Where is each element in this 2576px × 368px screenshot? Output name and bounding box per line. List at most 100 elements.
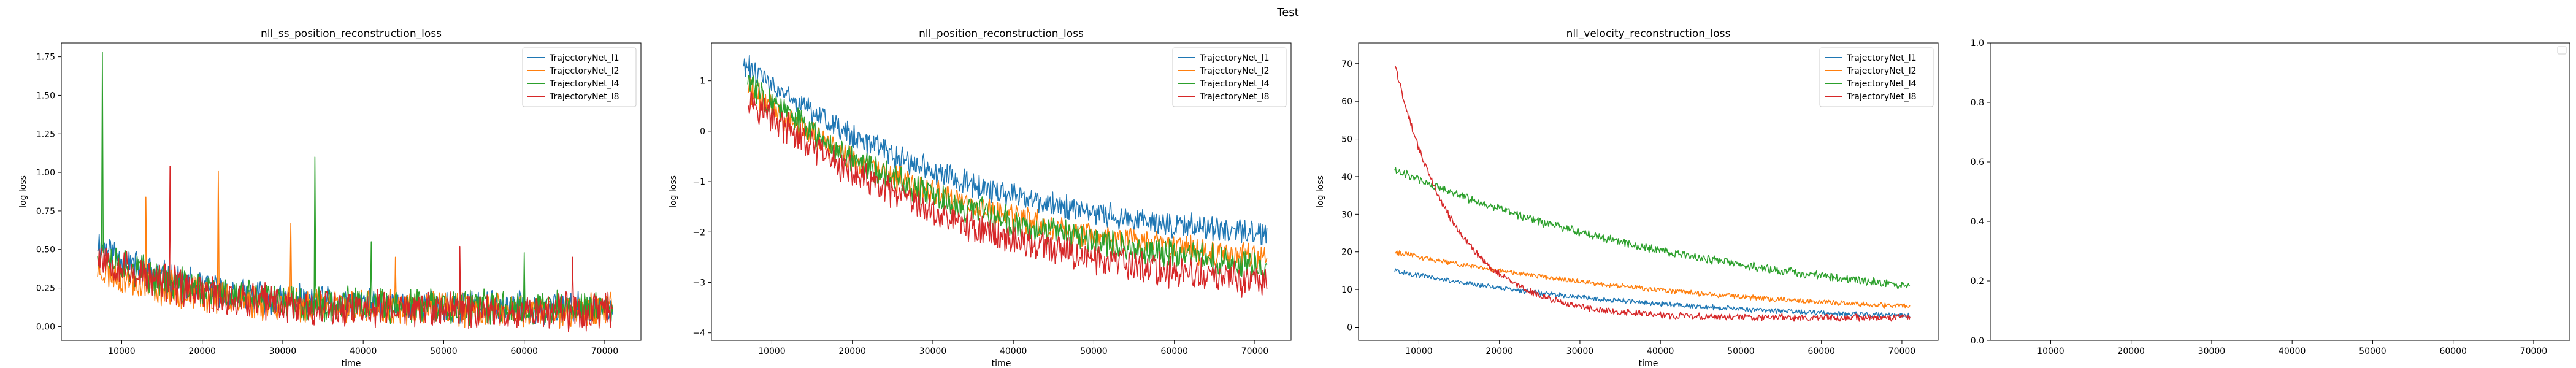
y-tick-label: 1.0: [1971, 39, 1984, 48]
x-tick-label: 20000: [188, 347, 216, 356]
subplot-title: nll_ss_position_reconstruction_loss: [261, 28, 442, 40]
legend-entry: TrajectoryNet_l8: [1199, 92, 1270, 102]
axes-frame: [1358, 42, 1939, 341]
x-axis-label: time: [992, 359, 1011, 368]
series-line-TrajectoryNet_l1: [743, 55, 1268, 245]
x-tick-label: 60000: [1807, 347, 1835, 356]
series-line-TrajectoryNet_l8: [1394, 65, 1911, 322]
legend-box-empty: [2557, 46, 2567, 55]
legend-entry: TrajectoryNet_l2: [1846, 66, 1917, 76]
y-tick-label: 10: [1341, 285, 1352, 295]
axes-frame: [1990, 42, 2570, 341]
x-tick-label: 70000: [1888, 347, 1916, 356]
x-tick-label: 50000: [1727, 347, 1755, 356]
axes-frame: [711, 42, 1292, 341]
x-tick-label: 10000: [1405, 347, 1433, 356]
x-tick-label: 70000: [591, 347, 619, 356]
figure-suptitle: Test: [1276, 6, 1298, 19]
x-tick-label: 10000: [108, 347, 136, 356]
x-tick-label: 60000: [2439, 347, 2467, 356]
x-tick-label: 10000: [2037, 347, 2064, 356]
series-group: [743, 55, 1268, 298]
subplot-2: nll_position_reconstruction_loss 10000 200…: [669, 28, 1292, 368]
subplot-title: nll_position_reconstruction_loss: [919, 28, 1084, 40]
y-tick-label: 0.25: [36, 284, 55, 294]
legend-entry: TrajectoryNet_l2: [1199, 66, 1270, 76]
y-tick-label: 0.8: [1971, 98, 1984, 108]
series-group: [1394, 65, 1911, 322]
x-tick-label: 20000: [1485, 347, 1513, 356]
x-tick-label: 30000: [269, 347, 297, 356]
y-tick-label: 0.0: [1971, 336, 1984, 346]
y-tick-label: 60: [1341, 97, 1352, 107]
y-tick-label: 50: [1341, 135, 1352, 145]
x-tick-label: 20000: [838, 347, 866, 356]
x-tick-label: 70000: [2520, 347, 2548, 356]
y-tick-label: 1.00: [36, 168, 55, 178]
series-line-TrajectoryNet_l2: [1394, 250, 1911, 309]
legend-entry: TrajectoryNet_l8: [549, 92, 619, 102]
legend-entry: TrajectoryNet_l4: [1846, 79, 1917, 89]
legend-entry: TrajectoryNet_l4: [549, 79, 619, 89]
legend-entry: TrajectoryNet_l4: [1199, 79, 1270, 89]
x-tick-label: 50000: [1080, 347, 1108, 356]
legend-box: [1819, 47, 1934, 107]
series-line-TrajectoryNet_l4: [1394, 167, 1911, 289]
y-tick-label: 0.6: [1971, 158, 1984, 167]
y-tick-label: 1: [700, 77, 705, 86]
y-tick-label: 0.75: [36, 207, 55, 217]
legend-entry: TrajectoryNet_l1: [1199, 53, 1270, 63]
y-tick-label: 0.00: [36, 322, 55, 332]
y-tick-label: 0.50: [36, 245, 55, 255]
x-tick-label: 20000: [2117, 347, 2145, 356]
x-tick-label: 40000: [1647, 347, 1674, 356]
x-tick-label: 30000: [919, 347, 947, 356]
y-tick-label: 1.25: [36, 129, 55, 139]
x-tick-label: 30000: [1566, 347, 1594, 356]
legend: TrajectoryNet_l1 TrajectoryNet_l2 Trajecto…: [1819, 47, 1934, 107]
x-tick-label: 50000: [430, 347, 458, 356]
x-tick-label: 10000: [758, 347, 786, 356]
y-tick-label: −1: [692, 177, 705, 187]
x-tick-label: 40000: [1000, 347, 1027, 356]
y-tick-label: 0: [1347, 323, 1352, 333]
legend: TrajectoryNet_l1 TrajectoryNet_l2 Trajecto…: [522, 47, 637, 107]
series-line-TrajectoryNet_l8: [98, 166, 613, 332]
series-group: [97, 52, 613, 332]
legend-box: [1172, 47, 1287, 107]
y-tick-label: 70: [1341, 59, 1352, 69]
legend: TrajectoryNet_l1 TrajectoryNet_l2 Trajecto…: [1172, 47, 1287, 107]
y-axis-label: log loss: [1316, 175, 1325, 208]
y-tick-label: 0: [700, 127, 705, 137]
subplot-1: nll_ss_position_reconstruction_loss 10000…: [18, 28, 642, 368]
x-tick-label: 60000: [1160, 347, 1188, 356]
x-axis-label: time: [342, 359, 361, 368]
x-tick-label: 40000: [350, 347, 377, 356]
y-tick-label: 30: [1341, 210, 1352, 220]
x-tick-label: 40000: [2279, 347, 2306, 356]
x-tick-label: 30000: [2198, 347, 2226, 356]
series-line-TrajectoryNet_l8: [747, 91, 1268, 298]
x-tick-label: 70000: [1241, 347, 1269, 356]
y-tick-label: 0.2: [1971, 277, 1984, 286]
x-tick-label: 50000: [2359, 347, 2386, 356]
legend-entry: TrajectoryNet_l8: [1846, 92, 1917, 102]
x-tick-label: 60000: [510, 347, 538, 356]
legend-entry: TrajectoryNet_l2: [549, 66, 619, 76]
y-tick-label: −4: [692, 329, 705, 339]
legend-entry: TrajectoryNet_l1: [1846, 53, 1917, 63]
y-tick-label: 0.4: [1971, 217, 1984, 227]
y-tick-label: 1.50: [36, 91, 55, 101]
y-axis-label: log loss: [669, 175, 678, 208]
axes-frame: [61, 42, 642, 341]
x-axis-label: time: [1639, 359, 1658, 368]
y-axis-label: log loss: [18, 175, 28, 208]
legend-box: [522, 47, 637, 107]
y-tick-label: −3: [692, 278, 705, 288]
series-line-TrajectoryNet_l1: [1394, 268, 1911, 319]
subplot-4: 10000 20000 30000 40000 50000 60000 70000 0.0 0.…: [1971, 39, 2570, 356]
legend-entry: TrajectoryNet_l1: [549, 53, 619, 63]
y-tick-label: 40: [1341, 172, 1352, 182]
